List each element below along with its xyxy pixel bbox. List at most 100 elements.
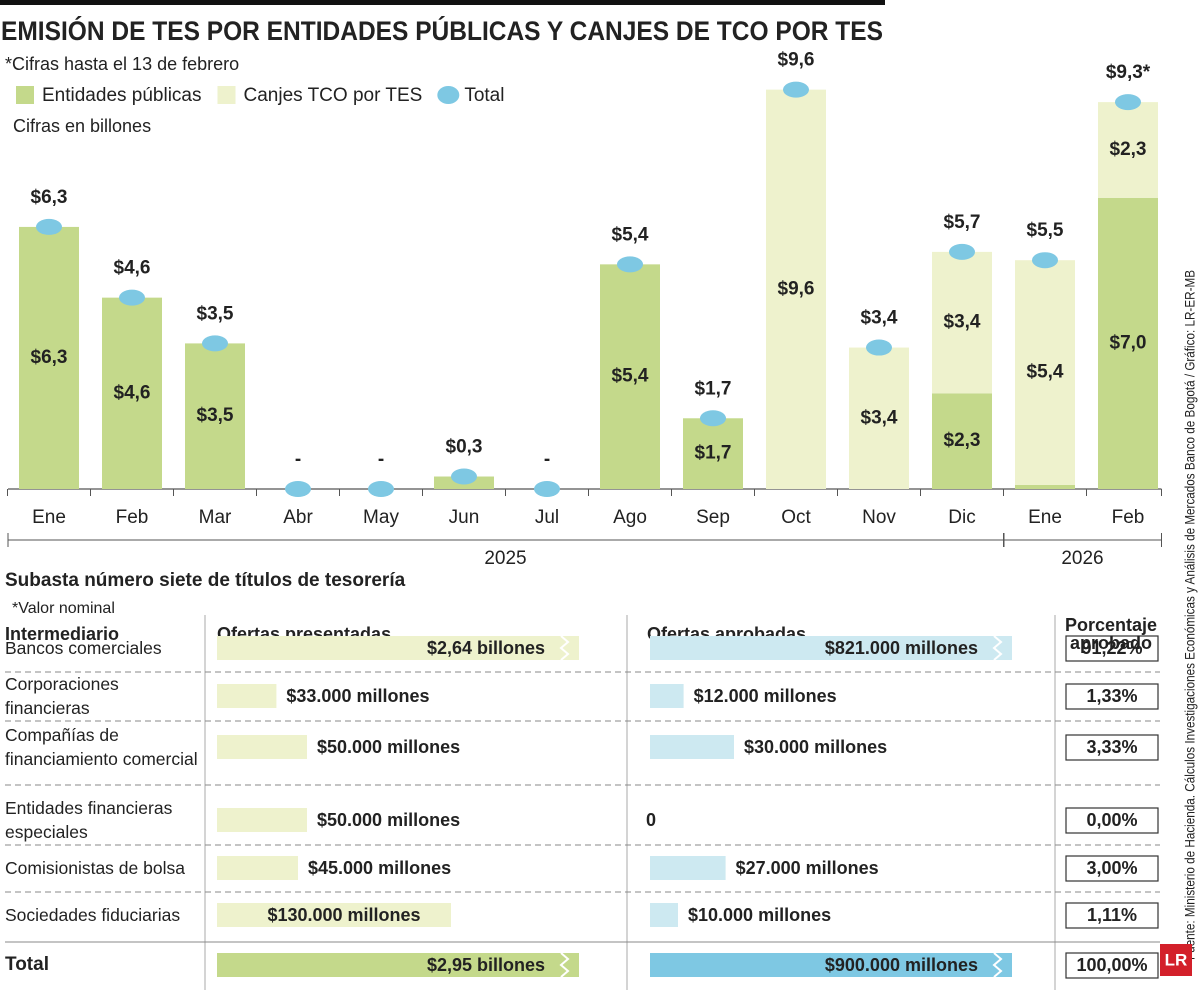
total-marker	[617, 256, 643, 273]
legend-swatch	[16, 86, 34, 104]
x-tick-label: Mar	[199, 507, 232, 528]
total-marker	[451, 468, 477, 485]
segment-label: $5,4	[1027, 362, 1064, 383]
percent-box	[1065, 952, 1159, 979]
bar-segment	[102, 297, 162, 489]
row-name: Compañías de financiamiento comercial	[5, 725, 198, 769]
percent-value: 3,00%	[1086, 858, 1137, 878]
table-bar	[650, 636, 1012, 660]
logo: LR	[1165, 950, 1188, 969]
table-bar	[217, 735, 307, 759]
segment-label: $9,6	[778, 278, 815, 299]
unit-note: Cifras en billones	[13, 116, 151, 136]
x-tick-label: Jul	[535, 507, 559, 528]
x-tick-label: Feb	[1112, 507, 1145, 528]
title-rule	[0, 0, 885, 5]
bar-segment	[683, 418, 743, 489]
total-label: $3,5	[197, 303, 234, 324]
legend-label: Entidades públicas	[42, 85, 202, 106]
total-label: -	[378, 449, 384, 470]
bar-segment	[1098, 102, 1158, 198]
percent-value: 100,00%	[1076, 955, 1147, 975]
segment-label: $5,4	[612, 366, 649, 387]
segment-label: $3,5	[197, 405, 234, 426]
total-marker	[866, 339, 892, 356]
percent-box	[1065, 734, 1159, 761]
table-bar	[217, 636, 579, 660]
table-value: $45.000 millones	[308, 858, 451, 878]
row-name: Sociedades fiduciarias	[5, 905, 181, 925]
table-value: $2,64 billones	[427, 638, 545, 658]
bar-segment	[600, 264, 660, 489]
percent-value: 1,11%	[1087, 905, 1137, 925]
bar-segment	[1098, 197, 1158, 490]
legend-label: Canjes TCO por TES	[244, 85, 423, 106]
table-title: Subasta número siete de títulos de tesor…	[5, 570, 406, 591]
chart-title: EMISIÓN DE TES POR ENTIDADES PÚBLICAS Y …	[1, 15, 883, 46]
table-bar	[217, 903, 451, 927]
x-tick-label: May	[363, 507, 399, 528]
table-value: $130.000 millones	[267, 905, 420, 925]
total-label: -	[295, 449, 301, 470]
source: Fuente: Ministerio de Hacienda. Cálculos…	[1183, 270, 1198, 960]
total-marker	[783, 81, 809, 98]
total-label: $6,3	[31, 187, 68, 208]
table-bar	[650, 903, 678, 927]
x-tick-label: Sep	[696, 507, 730, 528]
table-value: $27.000 millones	[736, 858, 879, 878]
segment-label: $3,4	[944, 312, 981, 333]
total-label: $9,6	[778, 50, 815, 71]
table-value: $2,95 billones	[427, 955, 545, 975]
bar-segment	[932, 393, 992, 489]
total-label: Total	[5, 954, 49, 975]
row-name: Entidades financieras especiales	[5, 798, 173, 842]
segment-label: $3,4	[861, 407, 898, 428]
row-name: Corporaciones financieras	[5, 674, 119, 718]
table-value: 0	[646, 810, 656, 830]
row-name: Bancos comerciales	[5, 638, 162, 658]
percent-box	[1065, 902, 1159, 929]
table-value: $10.000 millones	[688, 905, 831, 925]
total-marker	[119, 289, 145, 306]
x-tick-label: Feb	[116, 507, 149, 528]
percent-value: 3,33%	[1086, 737, 1137, 757]
chart-note: *Cifras hasta el 13 de febrero	[5, 54, 239, 74]
percent-value: 1,33%	[1086, 686, 1137, 706]
table-bar	[650, 735, 734, 759]
table-value: $33.000 millones	[286, 686, 429, 706]
x-tick-label: Ene	[1028, 507, 1062, 528]
table-value: $900.000 millones	[825, 955, 978, 975]
segment-label: $7,0	[1110, 332, 1147, 353]
total-label: -	[544, 449, 550, 470]
total-label: $1,7	[695, 378, 732, 399]
x-tick-label: Ago	[613, 507, 647, 528]
bar-break	[992, 635, 1003, 661]
table-value: $821.000 millones	[825, 638, 978, 658]
percent-value: 0,00%	[1086, 810, 1137, 830]
bar-segment	[185, 343, 245, 489]
segment-label: $1,7	[695, 443, 732, 464]
percent-box	[1065, 635, 1159, 662]
table-value: $50.000 millones	[317, 737, 460, 757]
table-value: $12.000 millones	[694, 686, 837, 706]
bar-segment	[1015, 484, 1075, 489]
total-marker	[1032, 252, 1058, 269]
table-bar	[217, 808, 307, 832]
total-marker	[1115, 94, 1141, 111]
x-tick-label: Abr	[283, 507, 313, 528]
total-label: $0,3	[446, 437, 483, 458]
segment-label: $4,6	[114, 382, 151, 403]
bar-break	[559, 952, 570, 978]
total-marker	[949, 243, 975, 260]
total-label: $5,7	[944, 212, 981, 233]
logo-box	[1160, 944, 1192, 976]
x-tick-label: Oct	[781, 507, 811, 528]
column-header: Intermediario	[5, 624, 119, 644]
table-bar	[217, 953, 579, 977]
total-marker	[202, 335, 228, 352]
year-label: 2026	[1061, 548, 1103, 569]
percent-value: 91,22%	[1081, 638, 1142, 658]
total-marker	[700, 410, 726, 427]
x-tick-label: Ene	[32, 507, 66, 528]
table-bar	[650, 856, 726, 880]
